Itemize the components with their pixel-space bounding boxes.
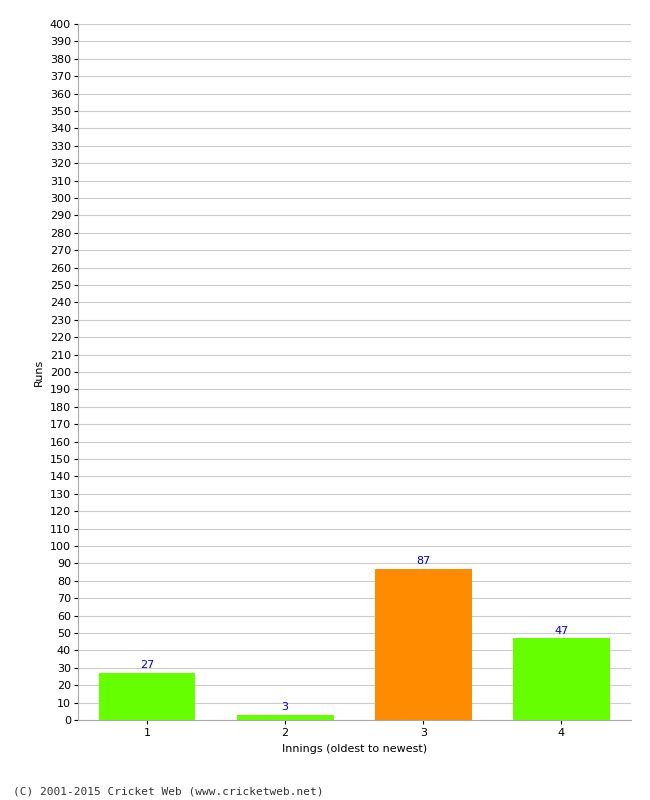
Bar	[513, 638, 610, 720]
Text: 87: 87	[416, 556, 430, 566]
X-axis label: Innings (oldest to newest): Innings (oldest to newest)	[281, 744, 427, 754]
Bar	[99, 673, 196, 720]
Bar	[375, 569, 472, 720]
Text: 3: 3	[281, 702, 289, 712]
Text: (C) 2001-2015 Cricket Web (www.cricketweb.net): (C) 2001-2015 Cricket Web (www.cricketwe…	[13, 786, 324, 796]
Text: 47: 47	[554, 626, 569, 636]
Y-axis label: Runs: Runs	[34, 358, 44, 386]
Text: 27: 27	[140, 661, 154, 670]
Bar	[237, 714, 333, 720]
